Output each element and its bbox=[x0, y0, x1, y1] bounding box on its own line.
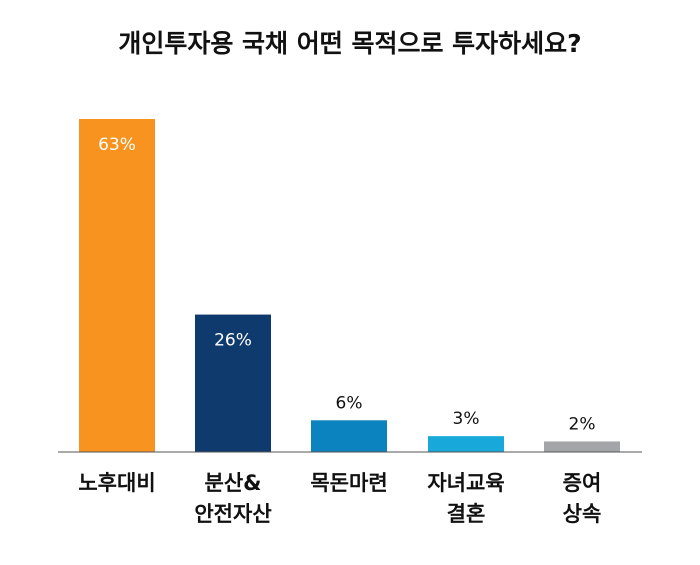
category-label-3-line-1: 결혼 bbox=[447, 502, 486, 526]
data-label-1: 26% bbox=[214, 331, 252, 351]
category-label-1-line-0: 분산& bbox=[205, 471, 262, 495]
category-label-4-line-1: 상속 bbox=[563, 502, 602, 526]
data-label-2: 6% bbox=[336, 393, 363, 413]
category-label-4-line-0: 증여 bbox=[563, 471, 602, 495]
category-label-2: 목돈마련 bbox=[310, 471, 387, 495]
data-label-3: 3% bbox=[453, 409, 480, 429]
bar-3 bbox=[428, 436, 504, 452]
category-label-1-line-1: 안전자산 bbox=[194, 502, 271, 526]
bar-4 bbox=[544, 441, 620, 452]
bar-2 bbox=[311, 420, 387, 452]
category-label-3-line-0: 자녀교육 bbox=[427, 471, 504, 495]
category-label-0: 노후대비 bbox=[78, 471, 155, 495]
chart-title: 개인투자용 국채 어떤 목적으로 투자하세요? bbox=[118, 29, 581, 58]
data-label-4: 2% bbox=[569, 414, 596, 434]
bar-0 bbox=[79, 119, 155, 452]
data-label-0: 63% bbox=[98, 135, 136, 155]
bar-1 bbox=[195, 314, 271, 452]
bars-layer: 63% 26% 6% 3% 2% bbox=[79, 119, 620, 452]
